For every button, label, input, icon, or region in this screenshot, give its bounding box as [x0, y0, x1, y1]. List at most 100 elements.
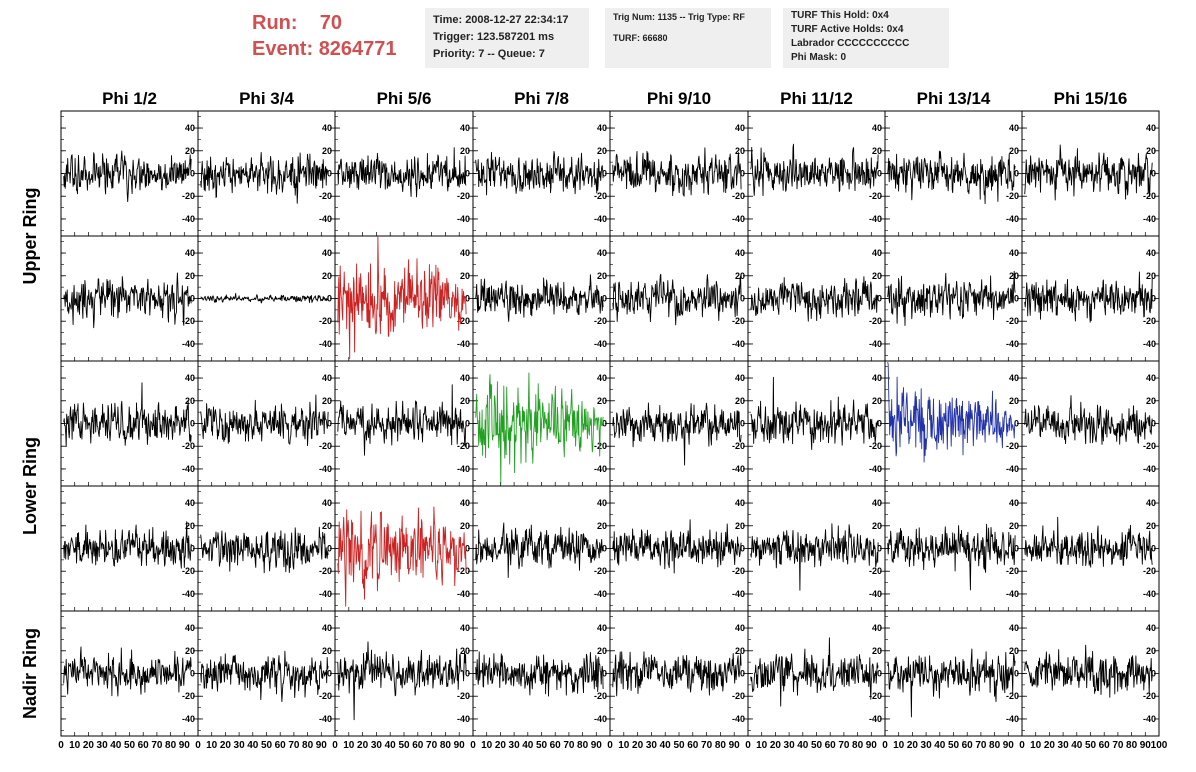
waveform-trace [1024, 644, 1153, 698]
y-tick-label: 0 [190, 169, 195, 179]
y-tick-label: -40 [1143, 589, 1156, 599]
x-tick-label: 50 [536, 740, 548, 751]
y-tick-label: -40 [182, 214, 195, 224]
y-tick-label: 0 [740, 669, 745, 679]
y-tick-label: 20 [1009, 521, 1019, 531]
waveform-trace [1024, 395, 1153, 445]
y-tick-label: -20 [319, 691, 332, 701]
panel-r3-c2: -40 -20 0 20 40 [197, 360, 336, 487]
turf-hold-panel: TURF This Hold: 0x4 TURF Active Holds: 0… [783, 8, 949, 68]
x-tick-label: 100 [1151, 740, 1168, 751]
y-tick-label: -20 [732, 441, 745, 451]
y-tick-label: 40 [1009, 623, 1019, 633]
panel-r3-c6: -40 -20 0 20 40 [747, 360, 886, 487]
y-tick-label: 40 [872, 623, 882, 633]
x-tick-label: 80 [302, 740, 314, 751]
x-tick-label: 10 [206, 740, 218, 751]
waveform-trace [337, 384, 467, 456]
y-tick-label: 40 [185, 498, 195, 508]
panel-r5-c8: -40 -20 0 20 40 [1021, 610, 1160, 737]
y-tick-label: 0 [327, 669, 332, 679]
y-tick-label: 20 [322, 396, 332, 406]
y-tick-label: 0 [1151, 544, 1156, 554]
y-tick-label: 0 [465, 669, 470, 679]
panel-frame [747, 235, 886, 362]
event-value: 8264771 [318, 38, 397, 60]
panel-r2-c2: -40 -20 0 20 40 [197, 235, 336, 362]
x-tick-label: 50 [124, 740, 136, 751]
waveform-trace [750, 376, 879, 450]
x-tick-label: 60 [1099, 740, 1111, 751]
y-tick-label: -40 [732, 464, 745, 474]
y-tick-label: 40 [1146, 623, 1156, 633]
y-tick-label: -20 [732, 316, 745, 326]
y-tick-label: -20 [319, 566, 332, 576]
y-tick-label: 40 [735, 498, 745, 508]
y-tick-label: -40 [1143, 339, 1156, 349]
y-tick-label: 20 [185, 396, 195, 406]
y-tick-label: 40 [460, 498, 470, 508]
y-tick-label: 40 [597, 248, 607, 258]
x-tick-label: 80 [852, 740, 864, 751]
y-tick-label: 0 [602, 169, 607, 179]
x-tick-label: 70 [563, 740, 575, 751]
y-tick-label: -20 [457, 316, 470, 326]
y-tick-label: -40 [1006, 714, 1019, 724]
y-tick-label: 20 [597, 646, 607, 656]
waveform-trace [63, 150, 192, 203]
y-tick-label: 0 [602, 294, 607, 304]
y-tick-label: 0 [1151, 669, 1156, 679]
waveform-trace [63, 521, 192, 569]
x-tick-label: 10 [893, 740, 905, 751]
waveform-trace [475, 651, 604, 697]
x-tick-label: 90 [591, 740, 603, 751]
y-tick-label: 0 [327, 169, 332, 179]
x-tick-label: 60 [275, 740, 287, 751]
y-tick-label: -40 [594, 339, 607, 349]
y-tick-label: 40 [735, 123, 745, 133]
x-tick-label: 30 [234, 740, 246, 751]
y-tick-label: 40 [460, 248, 470, 258]
x-tick-label: 10 [481, 740, 493, 751]
y-tick-label: -40 [319, 464, 332, 474]
ring-title-1: Upper Ring [20, 188, 40, 285]
x-tick-label: 70 [288, 740, 300, 751]
waveform-trace [475, 522, 604, 578]
x-tick-label: 50 [1085, 740, 1097, 751]
x-tick-label: 50 [398, 740, 410, 751]
y-tick-label: 40 [735, 623, 745, 633]
y-tick-label: -20 [869, 191, 882, 201]
panel-r3-c5: -40 -20 0 20 40 [609, 360, 749, 487]
event-row: Event: 8264771 [252, 36, 397, 62]
waveform-trace [887, 362, 1016, 463]
y-tick-label: 0 [190, 419, 195, 429]
x-tick-label: 30 [921, 740, 933, 751]
y-tick-label: -20 [1143, 691, 1156, 701]
y-tick-label: -20 [457, 566, 470, 576]
waveform-trace [887, 150, 1016, 205]
y-tick-label: 40 [185, 248, 195, 258]
y-tick-label: 40 [1146, 248, 1156, 258]
waveform-trace [200, 526, 329, 574]
y-tick-label: 20 [597, 271, 607, 281]
x-tick-label: 70 [1112, 740, 1124, 751]
x-tick-label: 60 [962, 740, 974, 751]
y-tick-label: 0 [1014, 669, 1019, 679]
panel-r4-c7: -40 -20 0 20 40 [884, 485, 1023, 612]
x-tick-label: 70 [838, 740, 850, 751]
waveform-trace [612, 147, 742, 197]
y-tick-label: -20 [1143, 441, 1156, 451]
waveform-trace [1024, 516, 1153, 568]
y-tick-label: 20 [322, 521, 332, 531]
y-tick-label: -20 [869, 441, 882, 451]
x-tick-label: 30 [646, 740, 658, 751]
x-tick-label: 60 [687, 740, 699, 751]
y-tick-label: -40 [457, 589, 470, 599]
x-tick-label: 40 [1071, 740, 1083, 751]
y-tick-label: 20 [872, 646, 882, 656]
y-tick-label: -40 [732, 714, 745, 724]
column-title-2: Phi 3/4 [239, 89, 294, 108]
ring-title-3: Nadir Ring [20, 628, 40, 719]
y-tick-label: 40 [1009, 373, 1019, 383]
y-tick-label: -20 [732, 691, 745, 701]
